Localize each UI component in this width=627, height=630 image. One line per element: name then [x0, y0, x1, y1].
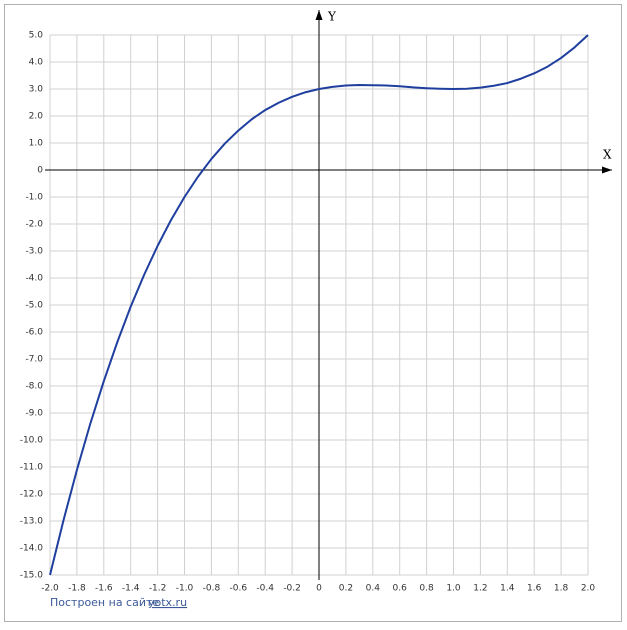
- x-tick-label: 1.2: [473, 584, 487, 594]
- x-tick-label: -0.4: [256, 584, 274, 594]
- y-tick-label: -13.0: [20, 517, 44, 527]
- y-tick-label: -6.0: [25, 328, 43, 338]
- footer-link[interactable]: yotx.ru: [148, 596, 187, 609]
- x-tick-label: 2.0: [581, 584, 596, 594]
- x-axis-label: X: [603, 148, 612, 162]
- y-tick-label: -11.0: [20, 463, 44, 473]
- x-tick-label: 1.4: [500, 584, 515, 594]
- x-tick-label: 0.2: [339, 584, 353, 594]
- x-tick-label: -0.6: [230, 584, 248, 594]
- y-tick-label: 0: [37, 166, 43, 176]
- y-tick-label: -5.0: [25, 301, 43, 311]
- y-tick-label: -3.0: [25, 247, 43, 257]
- curve: [49, 34, 589, 576]
- x-tick-label: 1.6: [527, 584, 542, 594]
- x-tick-label: 0.8: [419, 584, 434, 594]
- y-tick-label: 3.0: [29, 85, 44, 95]
- x-tick-label: -1.0: [176, 584, 194, 594]
- y-tick-label: 1.0: [29, 139, 44, 149]
- y-tick-label: -14.0: [20, 544, 44, 554]
- x-tick-label: -0.2: [283, 584, 301, 594]
- y-axis-arrow: [315, 10, 323, 20]
- x-tick-label: 0: [316, 584, 322, 594]
- x-tick-label: -1.2: [149, 584, 167, 594]
- y-tick-label: -9.0: [25, 409, 43, 419]
- x-tick-label: -1.4: [122, 584, 140, 594]
- y-tick-label: -8.0: [25, 382, 43, 392]
- y-tick-label: -15.0: [20, 571, 44, 581]
- x-tick-label: -1.6: [95, 584, 113, 594]
- y-tick-label: -2.0: [25, 220, 43, 230]
- y-tick-label: 4.0: [29, 58, 44, 68]
- y-tick-label: -12.0: [20, 490, 44, 500]
- y-tick-label: 2.0: [29, 112, 44, 122]
- x-tick-label: -1.8: [68, 584, 86, 594]
- y-axis-label: Y: [327, 10, 337, 24]
- x-tick-label: 1.0: [446, 584, 461, 594]
- y-tick-label: -7.0: [25, 355, 43, 365]
- x-axis-arrow: [602, 166, 612, 174]
- y-tick-label: -4.0: [25, 274, 43, 284]
- x-tick-label: 0.4: [366, 584, 381, 594]
- footer: Построен на сайте: [50, 596, 159, 609]
- y-tick-label: 5.0: [29, 31, 44, 41]
- x-tick-label: 1.8: [554, 584, 569, 594]
- x-tick-label: -0.8: [203, 584, 221, 594]
- x-tick-label: 0.6: [393, 584, 408, 594]
- x-tick-label: -2.0: [41, 584, 59, 594]
- frame: [4, 4, 622, 622]
- y-tick-label: -10.0: [20, 436, 44, 446]
- y-tick-label: -1.0: [25, 193, 43, 203]
